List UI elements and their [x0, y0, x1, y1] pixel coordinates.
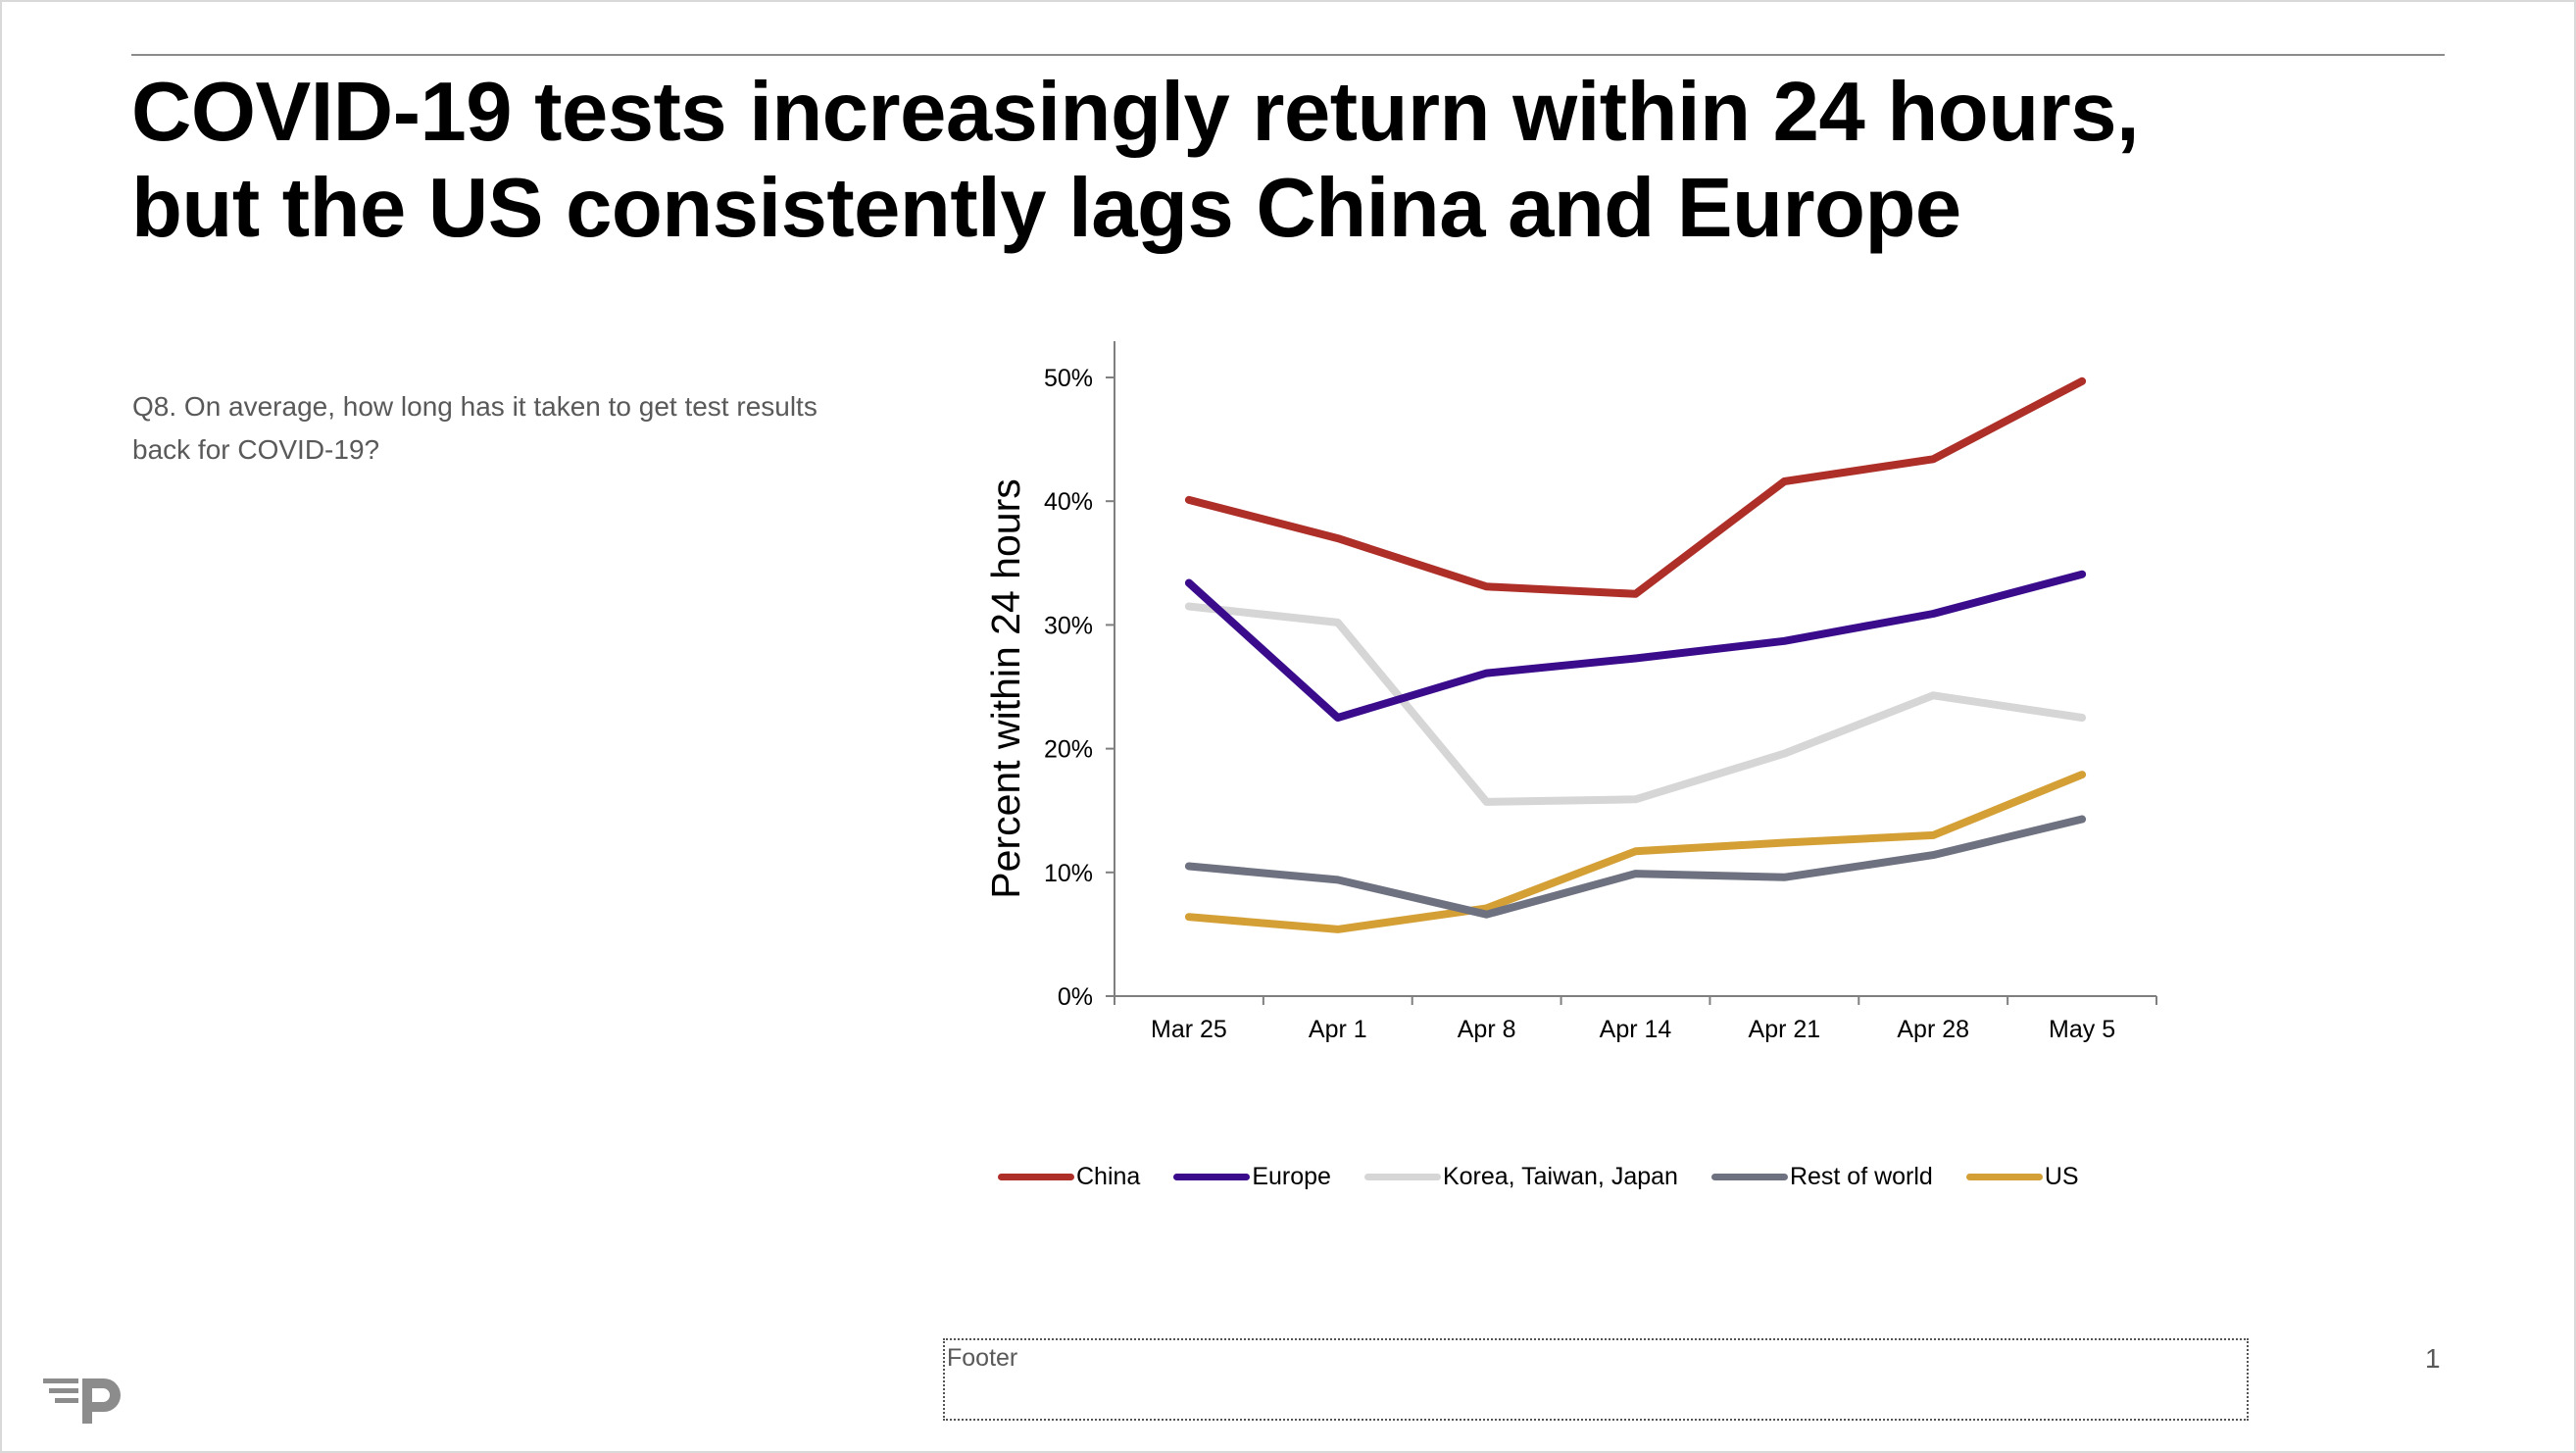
chart-legend: China Europe Korea, Taiwan, Japan Rest of w…	[998, 1159, 2112, 1194]
x-tick-label: Apr 8	[1458, 1016, 1516, 1043]
legend-item-china: China	[998, 1163, 1140, 1191]
footer-placeholder[interactable]: Footer	[943, 1338, 2249, 1421]
legend-item-rest-of-world: Rest of world	[1710, 1162, 1933, 1191]
brand-p-logo-icon	[43, 1378, 121, 1424]
y-tick-label: 30%	[1044, 612, 1093, 639]
x-tick-label: Mar 25	[1151, 1016, 1227, 1043]
x-tick-label: May 5	[2049, 1016, 2115, 1043]
legend-item-korea-taiwan-japan: Korea, Taiwan, Japan	[1363, 1162, 1678, 1191]
x-tick-label: Apr 28	[1897, 1016, 1969, 1043]
legend-label: Europe	[1252, 1162, 1331, 1190]
slide-title: COVID-19 tests increasingly return withi…	[131, 65, 2484, 257]
y-tick-label: 10%	[1044, 860, 1093, 887]
survey-question: Q8. On average, how long has it taken to…	[132, 391, 817, 465]
legend-swatch	[1363, 1173, 1441, 1180]
series-line-us	[1184, 771, 2087, 933]
legend-swatch	[1965, 1173, 2043, 1180]
legend-swatch	[1710, 1173, 1788, 1180]
y-tick-label: 40%	[1044, 488, 1093, 516]
legend-item-us: US	[1965, 1162, 2079, 1191]
slide-title-line-2: but the US consistently lags China and E…	[131, 162, 1961, 255]
slide-title-line-1: COVID-19 tests increasingly return withi…	[131, 66, 2140, 159]
y-axis-title: Percent within 24 hours	[983, 478, 1028, 898]
chart-axes	[1106, 341, 2157, 1005]
series-line-rest-of-world	[1184, 815, 2087, 919]
series-line-europe	[1184, 570, 2087, 722]
chart-series	[1184, 376, 2087, 933]
y-tick-label: 20%	[1044, 736, 1093, 764]
title-rule	[131, 54, 2445, 56]
legend-swatch	[1173, 1173, 1251, 1180]
page-number: 1	[2425, 1343, 2441, 1374]
footer-text: Footer	[947, 1344, 1018, 1372]
legend-label: US	[2044, 1162, 2079, 1190]
x-tick-label: Apr 14	[1600, 1016, 1672, 1043]
y-tick-label: 0%	[1058, 983, 1093, 1011]
legend-label: Korea, Taiwan, Japan	[1442, 1162, 1678, 1190]
y-tick-label: 50%	[1044, 365, 1093, 392]
chart-labels: 0% 10% 20% 30% 40% 50% Mar 25 Apr 1 Apr 8 Apr 14 A…	[983, 365, 2115, 1043]
x-tick-label: Apr 21	[1749, 1016, 1821, 1043]
x-tick-label: Apr 1	[1309, 1016, 1367, 1043]
legend-label: Rest of world	[1789, 1162, 1933, 1190]
legend-swatch	[998, 1173, 1074, 1180]
series-line-korea-taiwan-japan	[1184, 602, 2087, 806]
legend-label: China	[1076, 1162, 1141, 1190]
series-line-china	[1184, 376, 2087, 598]
legend-item-europe: Europe	[1173, 1163, 1331, 1191]
